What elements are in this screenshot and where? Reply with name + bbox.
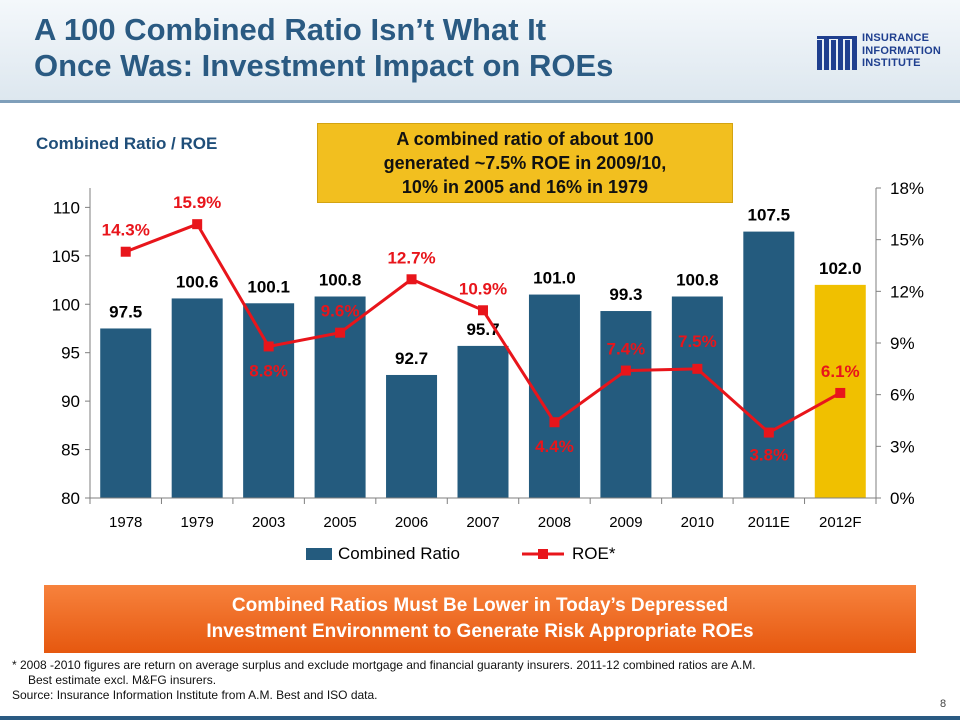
- footnote: * 2008 -2010 figures are return on avera…: [12, 658, 932, 703]
- roe-value-label: 8.8%: [249, 361, 288, 380]
- roe-value-label: 3.8%: [749, 446, 788, 465]
- y-right-tick-label: 18%: [890, 179, 924, 198]
- legend-swatch-combined-ratio: [306, 548, 332, 560]
- roe-value-label: 10.9%: [459, 279, 507, 298]
- bar-2006: [386, 374, 438, 498]
- legend-label-combined-ratio: Combined Ratio: [338, 544, 460, 563]
- legend-marker-roe: [538, 549, 548, 559]
- iii-logo-mark: [817, 36, 857, 70]
- roe-point-1979: [192, 219, 203, 230]
- x-tick-label: 2012F: [819, 514, 862, 531]
- iii-logo-text: INSURANCE INFORMATION INSTITUTE: [862, 32, 941, 70]
- roe-point-2010: [692, 363, 703, 374]
- footnote-line-1: * 2008 -2010 figures are return on avera…: [12, 658, 756, 672]
- roe-value-label: 4.4%: [535, 437, 574, 456]
- roe-point-2006: [406, 274, 417, 285]
- bar-value-label: 99.3: [609, 285, 642, 304]
- bar-2010: [671, 296, 723, 498]
- roe-point-2003: [263, 341, 274, 352]
- combo-chart: 80 85 90 95 100 105 110 0% 3% 6% 9% 12% 15% 18% 1978 19…: [52, 179, 924, 563]
- bar-1978: [100, 328, 152, 498]
- roe-value-label: 6.1%: [821, 362, 860, 381]
- title-line-2: Once Was: Investment Impact on ROEs: [34, 48, 614, 83]
- conclusion-banner: Combined Ratios Must Be Lower in Today’s…: [44, 585, 916, 653]
- bar-value-label: 100.8: [676, 271, 719, 290]
- roe-value-label: 7.4%: [607, 340, 646, 359]
- bar-value-label: 92.7: [395, 349, 428, 368]
- y-axis-caption: Combined Ratio / ROE: [36, 134, 218, 153]
- bar-value-label: 101.0: [533, 269, 576, 288]
- x-tick-label: 2006: [395, 514, 428, 531]
- footer-rule: [0, 716, 960, 720]
- logo-line-1: INSURANCE: [862, 32, 930, 44]
- roe-point-2007: [478, 305, 488, 316]
- y-right-tick-label: 15%: [890, 231, 924, 250]
- y-left-tick-label: 105: [52, 247, 80, 266]
- logo-line-3: INSTITUTE: [862, 57, 921, 69]
- roe-value-label: 15.9%: [173, 193, 221, 212]
- roe-value-label: 7.5%: [678, 332, 717, 351]
- x-tick-label: 2003: [252, 514, 285, 531]
- roe-value-label: 12.7%: [387, 248, 435, 267]
- bar-value-label: 97.5: [109, 302, 142, 321]
- bar-2005: [314, 296, 366, 498]
- roe-point-2011E: [763, 427, 774, 438]
- legend-label-roe: ROE*: [572, 544, 616, 563]
- callout-line-1: A combined ratio of about 100: [396, 129, 654, 149]
- iii-logo: INSURANCE INFORMATION INSTITUTE: [816, 30, 956, 74]
- banner-line-2: Investment Environment to Generate Risk …: [206, 621, 754, 642]
- x-tick-label: 1978: [109, 514, 142, 531]
- x-tick-label: 2008: [538, 514, 571, 531]
- roe-value-label: 14.3%: [102, 221, 150, 240]
- bar-2003: [243, 303, 295, 498]
- y-left-tick-label: 80: [61, 489, 80, 508]
- y-left-tick-label: 100: [52, 295, 80, 314]
- roe-point-2008: [549, 417, 560, 428]
- roe-point-2012F: [835, 387, 846, 398]
- x-tick-label: 2009: [609, 514, 642, 531]
- roe-point-1978: [120, 246, 131, 257]
- bar-value-label: 107.5: [748, 206, 791, 225]
- callout-line-2: generated ~7.5% ROE in 2009/10,: [383, 153, 667, 173]
- logo-line-2: INFORMATION: [862, 44, 941, 57]
- bar-value-label: 100.8: [319, 271, 362, 290]
- x-tick-label: 2011E: [748, 514, 790, 531]
- y-right-tick-label: 12%: [890, 282, 924, 301]
- bar-2011E: [743, 231, 795, 498]
- header-divider: [0, 100, 960, 103]
- x-tick-label: 2007: [466, 514, 499, 531]
- bar-value-label: 100.1: [247, 277, 290, 296]
- y-left-tick-label: 95: [61, 344, 80, 363]
- roe-value-label: 9.6%: [321, 302, 360, 321]
- page-number: 8: [940, 698, 947, 710]
- slide-header: [0, 0, 960, 100]
- source-line: Source: Insurance Information Institute …: [12, 688, 378, 702]
- bar-value-label: 100.6: [176, 272, 219, 291]
- roe-point-2009: [620, 365, 631, 376]
- footnote-line-2: Best estimate excl. M&FG insurers.: [28, 673, 217, 687]
- bar-2007: [457, 345, 509, 498]
- x-tick-label: 1979: [180, 514, 213, 531]
- y-left-tick-label: 90: [61, 392, 80, 411]
- y-right-tick-label: 6%: [890, 386, 915, 405]
- roe-point-2005: [335, 327, 346, 338]
- y-left-tick-label: 85: [61, 441, 80, 460]
- bar-value-label: 102.0: [819, 259, 862, 278]
- slide-title: A 100 Combined Ratio Isn’t What It Once …: [34, 12, 613, 84]
- y-right-tick-label: 3%: [890, 437, 915, 456]
- callout-line-3: 10% in 2005 and 16% in 1979: [401, 177, 649, 197]
- y-left-tick-label: 110: [53, 198, 80, 217]
- x-tick-label: 2010: [681, 514, 714, 531]
- banner-line-1: Combined Ratios Must Be Lower in Today’s…: [231, 595, 729, 616]
- callout-box: A combined ratio of about 100 generated …: [317, 123, 733, 203]
- bar-1979: [171, 298, 223, 498]
- y-right-tick-label: 0%: [890, 489, 915, 508]
- bar-2009: [600, 311, 652, 498]
- x-tick-label: 2005: [323, 514, 356, 531]
- title-line-1: A 100 Combined Ratio Isn’t What It: [34, 12, 547, 47]
- y-right-tick-label: 9%: [890, 334, 915, 353]
